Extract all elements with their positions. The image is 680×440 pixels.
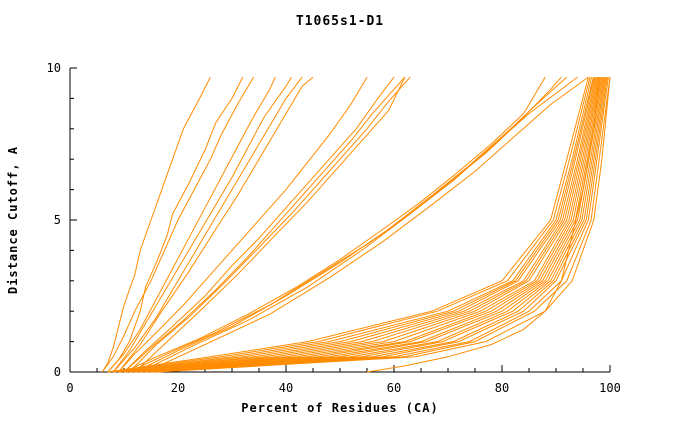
model-curve	[113, 76, 593, 373]
model-curve	[123, 76, 546, 373]
model-curve	[118, 76, 596, 373]
model-curve	[123, 76, 599, 373]
x-axis-label: Percent of Residues (CA)	[241, 401, 438, 415]
model-curve	[129, 76, 411, 373]
model-curve	[145, 77, 607, 373]
model-curve	[156, 77, 611, 373]
model-curve	[107, 76, 589, 373]
chart-title: T1065s1-D1	[296, 14, 384, 29]
model-curve	[134, 77, 602, 373]
model-curve	[129, 77, 600, 373]
model-curve	[112, 76, 303, 373]
y-tick-label: 0	[54, 365, 61, 379]
model-curve	[113, 76, 594, 373]
x-tick-label: 60	[387, 381, 401, 395]
model-curve	[150, 77, 608, 373]
model-curve	[156, 77, 611, 373]
model-curve	[107, 76, 591, 373]
model-curve	[145, 76, 589, 373]
model-curve	[134, 76, 406, 373]
model-curve	[145, 77, 606, 373]
model-curve	[134, 76, 568, 373]
y-tick-label: 5	[54, 213, 61, 227]
x-tick-label: 80	[495, 381, 509, 395]
model-curve	[107, 76, 276, 373]
model-curve	[123, 76, 395, 373]
y-axis-label: Distance Cutoff, A	[6, 146, 20, 294]
x-tick-label: 40	[279, 381, 293, 395]
model-curve	[118, 76, 314, 373]
model-curve	[118, 76, 368, 373]
model-curve	[101, 76, 255, 373]
model-curve	[112, 76, 292, 373]
plot-area: 0 20 40 60 80 100 0 5 10	[47, 61, 621, 395]
model-curve	[123, 76, 406, 373]
model-curve	[101, 76, 211, 373]
x-tick-label: 100	[599, 381, 621, 395]
model-curve	[150, 77, 609, 373]
model-curve	[139, 76, 578, 373]
model-curve	[134, 77, 603, 373]
model-curve	[107, 76, 244, 373]
x-tick-label: 0	[66, 381, 73, 395]
model-curve	[140, 77, 604, 373]
x-tick-label: 20	[171, 381, 185, 395]
model-curve	[140, 77, 605, 373]
model-curve	[123, 76, 597, 373]
model-curve	[118, 76, 595, 373]
y-tick-label: 10	[47, 61, 61, 75]
model-curve	[129, 77, 601, 373]
